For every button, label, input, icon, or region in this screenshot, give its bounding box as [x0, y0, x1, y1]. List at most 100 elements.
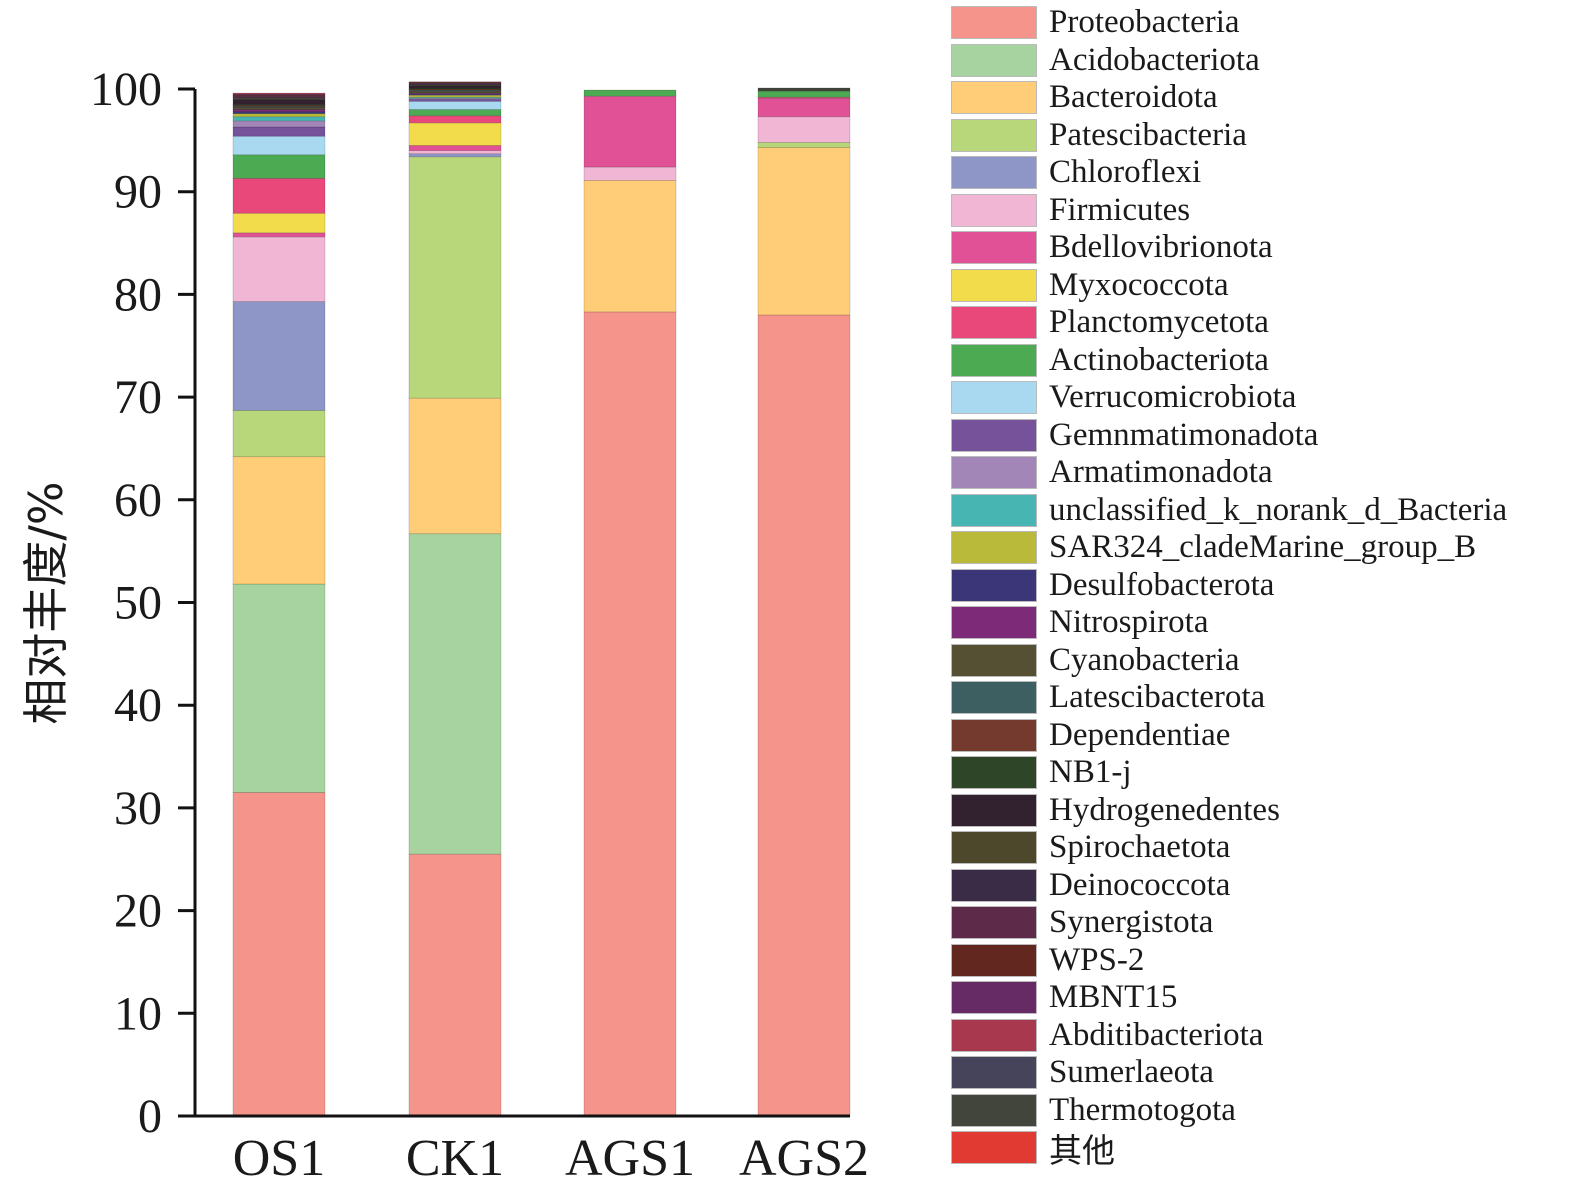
legend-item: Firmicutes — [951, 192, 1507, 230]
legend-label: unclassified_k_norank_d_Bacteria — [1049, 491, 1508, 528]
bar-segment: CK1 · Bdellovibrionota: 0.5% — [408, 145, 502, 152]
x-category-label: OS1 — [233, 1130, 325, 1187]
legend-label: Deinococcota — [1049, 866, 1231, 903]
bar-segment: AGS2 · Bacteroidota: 16.3% — [757, 147, 851, 316]
legend-item: Patescibacteria — [951, 117, 1507, 155]
bar-segment: OS1 · Firmicutes: 6.3% — [232, 236, 326, 302]
bar-segment: AGS2 · Patescibacteria: 0.5% — [757, 142, 851, 148]
legend-label: Gemnmatimonadota — [1049, 416, 1319, 453]
bar-segment: OS1 · Actinobacteriota: 2.3% — [232, 154, 326, 179]
legend-swatch — [951, 456, 1037, 490]
bar-segment: AGS1 · Bdellovibrionota: 6.9% — [583, 95, 677, 168]
legend-label: Thermotogota — [1049, 1091, 1236, 1128]
legend-swatch — [951, 756, 1037, 790]
bar-segment: OS1 · Acidobacteriota: 20.3% — [232, 583, 326, 793]
bar-segment: OS1 · Hydrogenedentes: 0.5% — [232, 98, 326, 105]
legend-swatch — [951, 1018, 1037, 1052]
bar-segment: CK1 · Verrucomicrobiota: 0.8% — [408, 100, 502, 110]
legend-item: Bacteroidota — [951, 79, 1507, 117]
legend-item: Gemnmatimonadota — [951, 417, 1507, 455]
legend: Proteobacteria Acidobacteriota Bacteroidot… — [951, 4, 1508, 1170]
x-category-label: AGS2 — [739, 1130, 869, 1187]
legend-label: Desulfobacterota — [1049, 566, 1275, 603]
legend-label: Proteobacteria — [1049, 4, 1240, 41]
legend-item: Proteobacteria — [951, 4, 1507, 42]
legend-label: Synergistota — [1049, 904, 1214, 941]
bar-stack-os1: OS1 · Proteobacteria: 31.5%OS1 · Acidoba… — [232, 92, 326, 1117]
legend-item: Armatimonadota — [951, 454, 1507, 492]
legend-swatch — [951, 118, 1037, 152]
bar-segment: AGS2 · Thermotogota: 0.3% — [757, 87, 851, 92]
y-ticks-group: 0 10 20 30 40 50 60 70 80 90 100 — [90, 63, 195, 1143]
bar-segment: OS1 · Bacteroidota: 12.4% — [232, 456, 326, 585]
bars-group: OS1 · Proteobacteria: 31.5%OS1 · Acidoba… — [232, 81, 851, 1117]
legend-item: Acidobacteriota — [951, 42, 1507, 80]
legend-label: Patescibacteria — [1049, 116, 1247, 153]
x-category-label: CK1 — [406, 1130, 504, 1187]
legend-swatch — [951, 231, 1037, 265]
bar-segment: CK1 · WPS-2: 0.1% — [408, 81, 502, 84]
legend-swatch — [951, 606, 1037, 640]
bar-segment: OS1 · Verrucomicrobiota: 1.8% — [232, 135, 326, 156]
x-category-label: AGS1 — [565, 1130, 695, 1187]
legend-item: Verrucomicrobiota — [951, 379, 1507, 417]
y-tick-label: 70 — [114, 371, 162, 424]
legend-swatch — [951, 43, 1037, 77]
legend-swatch — [951, 6, 1037, 40]
legend-item: Deinococcota — [951, 867, 1507, 905]
legend-label: Chloroflexi — [1049, 154, 1202, 191]
legend-swatch — [951, 868, 1037, 902]
legend-label: Actinobacteriota — [1049, 341, 1269, 378]
legend-label: Hydrogenedentes — [1049, 791, 1280, 828]
bar-segment: OS1 · Gemnmatimonadota: 0.9% — [232, 126, 326, 137]
legend-item: Planctomycetota — [951, 304, 1507, 342]
legend-label: NB1-j — [1049, 754, 1132, 791]
legend-swatch — [951, 1056, 1037, 1090]
legend-swatch — [951, 981, 1037, 1015]
legend-item: Sumerlaeota — [951, 1054, 1507, 1092]
bar-segment: CK1 · Firmicutes: 0.3% — [408, 150, 502, 155]
legend-item: Thermotogota — [951, 1092, 1507, 1130]
bar-segment: AGS2 · Firmicutes: 2.5% — [757, 116, 851, 143]
legend-item: Cyanobacteria — [951, 642, 1507, 680]
bar-segment: OS1 · Armatimonadota: 0.6% — [232, 120, 326, 128]
bar-segment: CK1 · Patescibacteria: 23.5% — [408, 156, 502, 399]
bar-stack-ags2: AGS2 · Proteobacteria: 78%AGS2 · Bactero… — [757, 87, 851, 1117]
y-tick-label: 60 — [114, 474, 162, 527]
legend-item: Chloroflexi — [951, 154, 1507, 192]
legend-label: Armatimonadota — [1049, 454, 1273, 491]
legend-label: Bdellovibrionota — [1049, 229, 1273, 266]
legend-label: WPS-2 — [1049, 941, 1145, 978]
legend-swatch — [951, 493, 1037, 527]
bar-segment: OS1 · Myxococcota: 1.9% — [232, 212, 326, 234]
legend-label: Firmicutes — [1049, 191, 1191, 228]
legend-label: Cyanobacteria — [1049, 641, 1240, 678]
bar-segment: OS1 · Proteobacteria: 31.5% — [232, 792, 326, 1117]
y-tick-label: 10 — [114, 987, 162, 1040]
legend-item: MBNT15 — [951, 979, 1507, 1017]
legend-item: WPS-2 — [951, 942, 1507, 980]
y-tick-label: 50 — [114, 577, 162, 630]
bar-segment: OS1 · Planctomycetota: 3.4% — [232, 177, 326, 214]
legend-swatch — [951, 306, 1037, 340]
legend-swatch — [951, 343, 1037, 377]
y-tick-label: 80 — [114, 268, 162, 321]
legend-item: Nitrospirota — [951, 604, 1507, 642]
legend-item: Synergistota — [951, 904, 1507, 942]
bar-segment: CK1 · Chloroflexi: 0.3% — [408, 153, 502, 158]
bar-segment: AGS2 · Actinobacteriota: 0.6% — [757, 90, 851, 98]
legend-label: MBNT15 — [1049, 979, 1178, 1016]
legend-label: Bacteroidota — [1049, 79, 1218, 116]
legend-swatch — [951, 381, 1037, 415]
bar-segment: CK1 · Actinobacteriota: 0.6% — [408, 109, 502, 117]
legend-label: Sumerlaeota — [1049, 1054, 1214, 1091]
bar-segment: CK1 · Acidobacteriota: 31.2% — [408, 533, 502, 855]
legend-swatch — [951, 718, 1037, 752]
legend-item: Dependentiae — [951, 717, 1507, 755]
bar-segment: OS1 · Patescibacteria: 4.5% — [232, 410, 326, 458]
legend-label: Planctomycetota — [1049, 304, 1269, 341]
legend-swatch — [951, 681, 1037, 715]
bar-segment: OS1 · Bdellovibrionota: 0.4% — [232, 232, 326, 238]
legend-swatch — [951, 943, 1037, 977]
legend-swatch — [951, 156, 1037, 190]
